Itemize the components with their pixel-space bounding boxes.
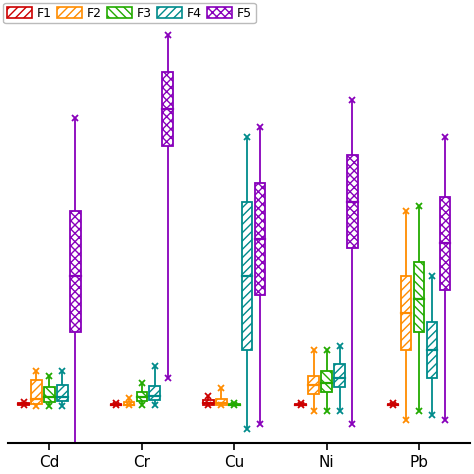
Bar bbox=[388, 404, 399, 405]
Bar bbox=[44, 387, 55, 402]
Legend: F1, F2, F3, F4, F5: F1, F2, F3, F4, F5 bbox=[3, 3, 256, 23]
Bar bbox=[137, 392, 147, 401]
Bar bbox=[427, 322, 437, 378]
Bar bbox=[334, 364, 345, 387]
Bar bbox=[321, 371, 332, 392]
Bar bbox=[439, 197, 450, 290]
Bar bbox=[57, 385, 68, 401]
Bar bbox=[70, 211, 81, 332]
Bar bbox=[124, 402, 134, 405]
Bar bbox=[31, 380, 42, 403]
Bar bbox=[229, 403, 239, 405]
Bar bbox=[203, 401, 214, 404]
Bar bbox=[347, 155, 358, 248]
Bar bbox=[401, 276, 411, 350]
Bar bbox=[18, 403, 29, 404]
Bar bbox=[242, 202, 253, 350]
Bar bbox=[149, 386, 160, 401]
Bar bbox=[255, 183, 265, 294]
Bar bbox=[309, 376, 319, 394]
Bar bbox=[216, 399, 227, 404]
Bar bbox=[414, 262, 424, 332]
Bar bbox=[295, 404, 306, 405]
Bar bbox=[163, 72, 173, 146]
Bar bbox=[110, 404, 121, 405]
